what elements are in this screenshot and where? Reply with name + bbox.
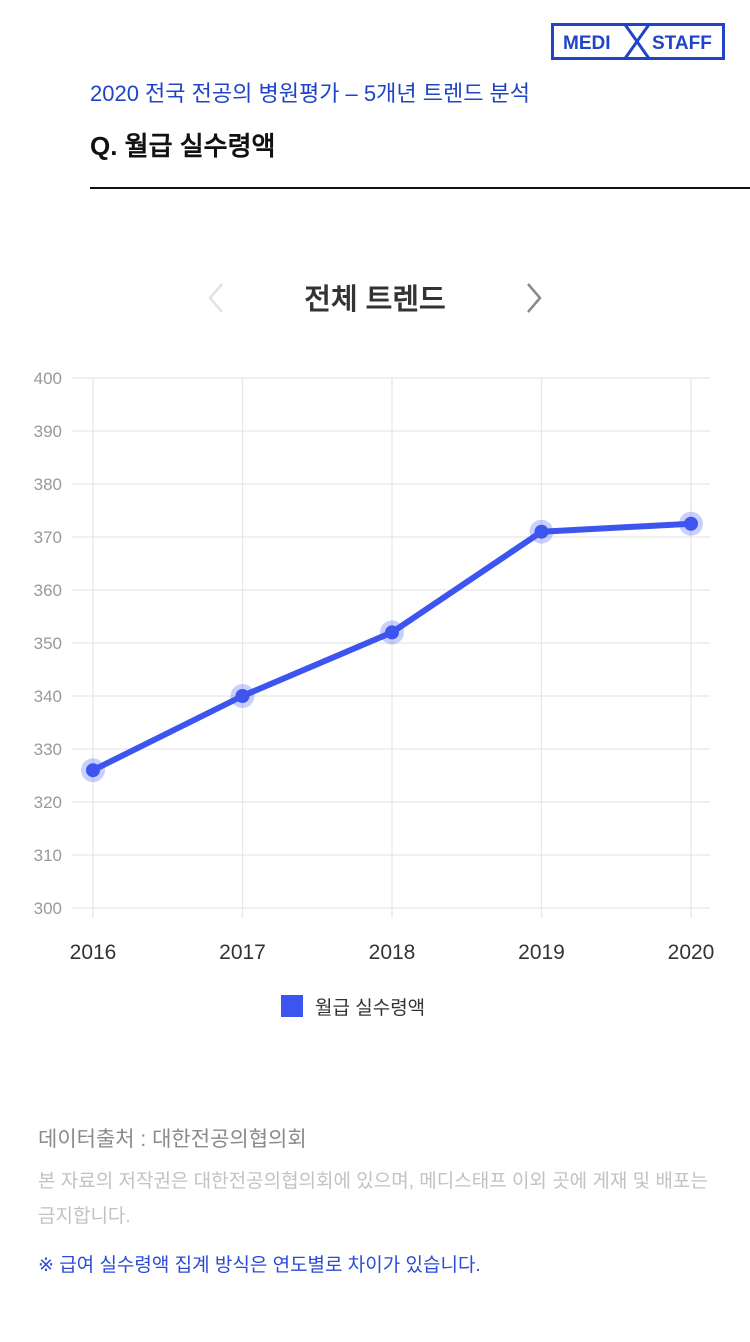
y-tick-label: 320: [34, 793, 62, 812]
x-axis-ticks: 2016 2017 2018 2019 2020: [70, 941, 715, 964]
copyright-notice: 본 자료의 저작권은 대한전공의협의회에 있으며, 메디스태프 이외 곳에 게재…: [38, 1171, 708, 1227]
y-axis-ticks: 300 310 320 330 340 350 360 370 380 390 400: [34, 369, 62, 918]
medistaff-logo: MEDI STAFF: [551, 23, 725, 60]
header-divider: [90, 187, 750, 189]
data-point[interactable]: [385, 625, 399, 640]
y-tick-label: 340: [34, 687, 62, 706]
data-point[interactable]: [684, 516, 698, 531]
report-subtitle: 2020 전국 전공의 병원평가 – 5개년 트렌드 분석: [90, 81, 531, 106]
x-tick-label: 2019: [518, 941, 565, 964]
x-tick-label: 2018: [369, 941, 416, 964]
x-tick-label: 2016: [70, 941, 117, 964]
data-point[interactable]: [86, 763, 100, 778]
y-tick-label: 380: [34, 475, 62, 494]
chart-series: [81, 511, 703, 783]
chevron-left-icon[interactable]: [200, 276, 230, 320]
logo-text-left: MEDI: [563, 33, 611, 54]
y-tick-label: 390: [34, 422, 62, 441]
chevron-right-icon[interactable]: [520, 276, 550, 320]
question-title: Q. 월급 실수령액: [90, 131, 276, 161]
legend-swatch: [281, 995, 303, 1017]
data-source: 데이터출처 : 대한전공의협의회: [38, 1128, 307, 1151]
y-tick-label: 350: [34, 634, 62, 653]
chart-gridlines: [72, 377, 710, 918]
legend-label: 월급 실수령액: [315, 997, 426, 1019]
x-tick-label: 2017: [219, 941, 266, 964]
y-tick-label: 370: [34, 528, 62, 547]
y-tick-label: 310: [34, 846, 62, 865]
y-tick-label: 360: [34, 581, 62, 600]
y-tick-label: 300: [34, 899, 62, 918]
logo-text-right: STAFF: [652, 33, 712, 54]
methodology-note: ※ 급여 실수령액 집계 방식은 연도별로 차이가 있습니다.: [38, 1255, 481, 1276]
y-tick-label: 330: [34, 740, 62, 759]
chart-legend[interactable]: 월급 실수령액: [281, 993, 425, 1019]
y-tick-label: 400: [34, 369, 62, 388]
data-point[interactable]: [534, 524, 549, 539]
x-tick-label: 2020: [668, 941, 715, 964]
data-point[interactable]: [235, 689, 250, 703]
chart-view-title: 전체 트렌드: [304, 284, 446, 316]
